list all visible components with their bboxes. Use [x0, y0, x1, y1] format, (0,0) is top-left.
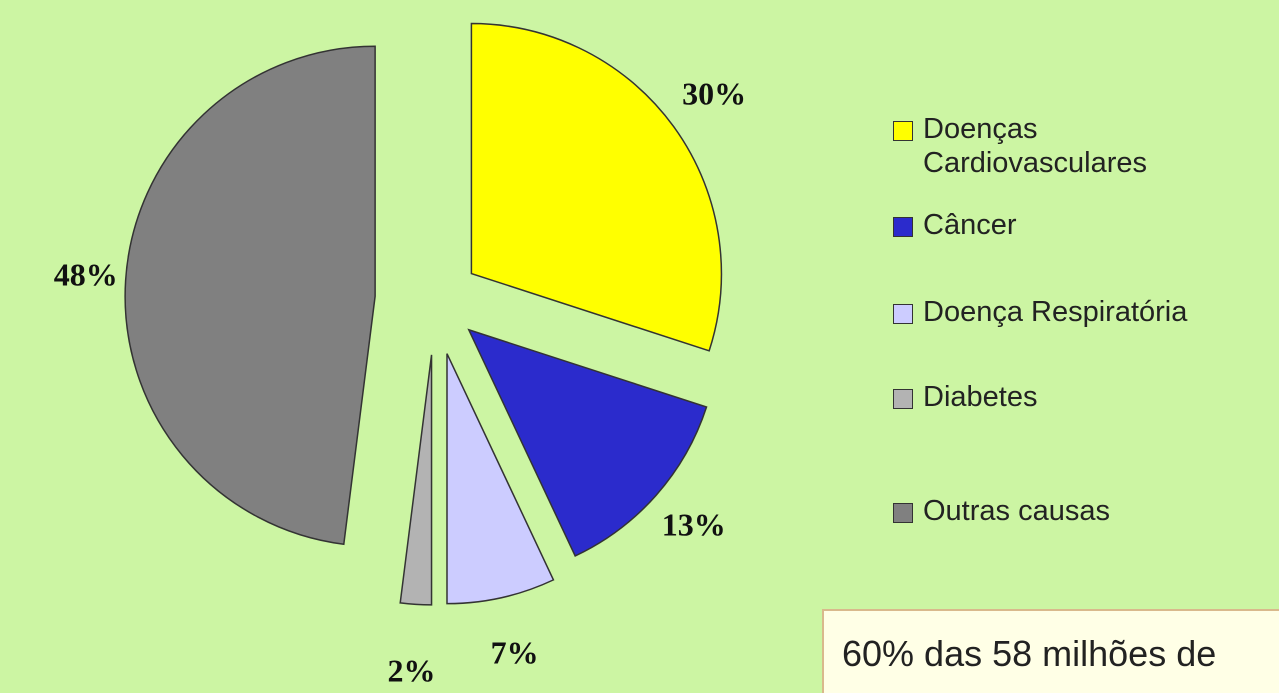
data-label: 48%	[54, 256, 118, 292]
legend-label: Doença Respiratória	[923, 296, 1188, 328]
legend-swatch	[893, 503, 913, 523]
legend-item: Câncer	[893, 208, 1273, 242]
data-label: 13%	[662, 506, 726, 542]
legend-swatch	[893, 304, 913, 324]
legend-item: Doenças Cardiovasculares	[893, 112, 1273, 180]
pie-slice	[470, 22, 723, 352]
legend-item: Outras causas	[893, 494, 1273, 528]
pie-slice	[467, 328, 708, 557]
legend-label: Doenças Cardiovasculares	[923, 113, 1148, 179]
legend-label: Câncer	[923, 209, 1017, 241]
pie-slice	[446, 353, 555, 605]
legend-item: Diabetes	[893, 380, 1273, 414]
pie-slice	[124, 45, 376, 546]
data-label: 2%	[387, 653, 435, 689]
pie-slice	[399, 354, 433, 606]
legend-swatch	[893, 217, 913, 237]
legend-swatch	[893, 389, 913, 409]
annotation: 60% das 58 milhões de	[822, 609, 1279, 693]
legend-swatch	[893, 121, 913, 141]
legend-label: Diabetes	[923, 381, 1038, 413]
legend-label: Outras causas	[923, 495, 1110, 527]
data-label: 30%	[682, 76, 746, 112]
data-label: 7%	[491, 635, 539, 671]
legend-item: Doença Respiratória	[893, 295, 1273, 329]
